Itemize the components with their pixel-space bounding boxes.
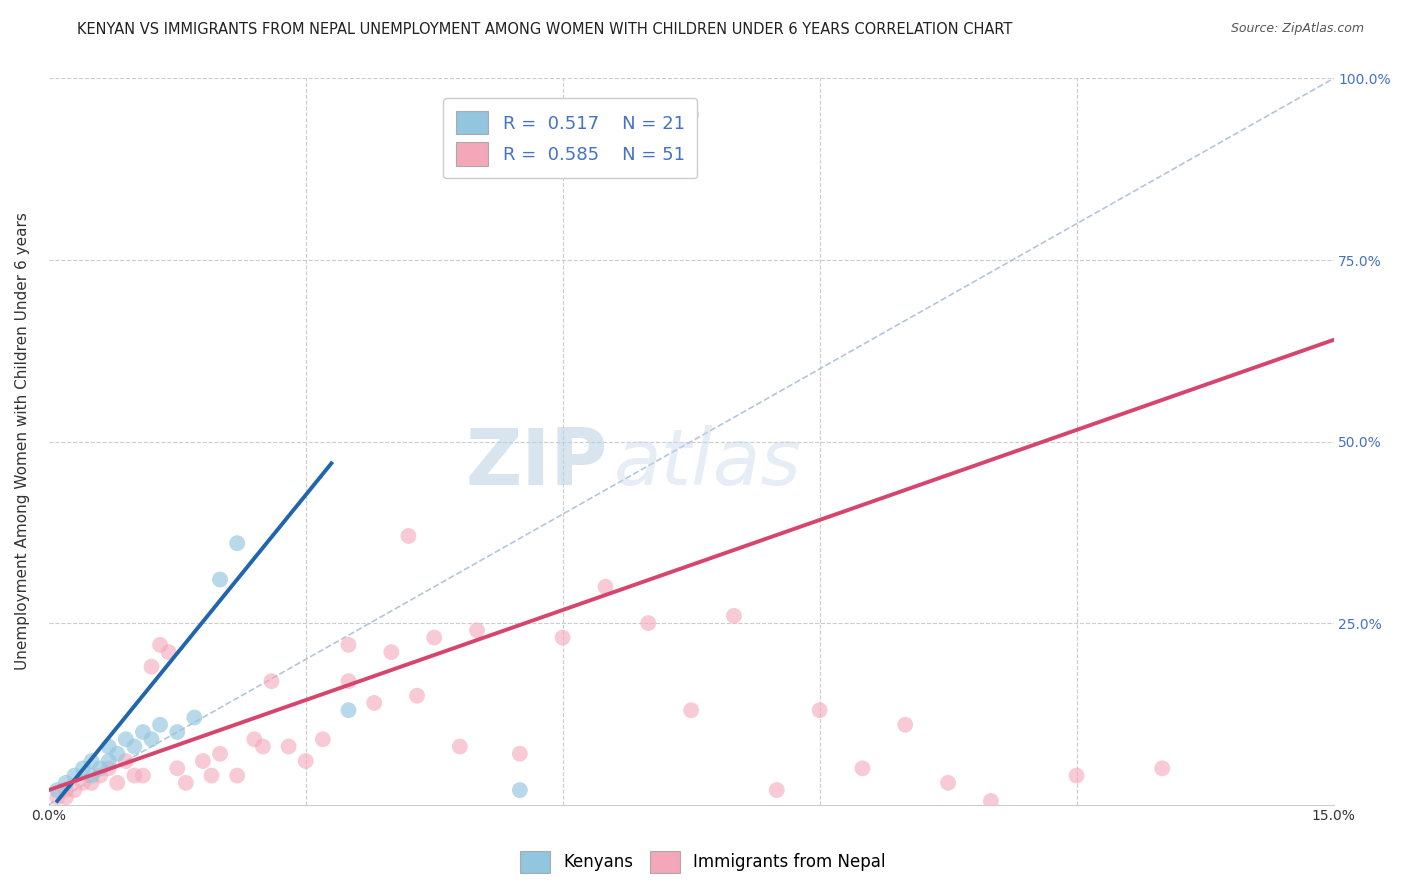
Point bbox=[89, 761, 111, 775]
Point bbox=[141, 732, 163, 747]
Point bbox=[312, 732, 335, 747]
Y-axis label: Unemployment Among Women with Children Under 6 years: Unemployment Among Women with Children U… bbox=[15, 212, 30, 671]
Point bbox=[723, 608, 745, 623]
Point bbox=[80, 754, 103, 768]
Point bbox=[63, 768, 86, 782]
Point bbox=[337, 638, 360, 652]
Point bbox=[406, 689, 429, 703]
Text: atlas: atlas bbox=[614, 425, 801, 501]
Legend: Kenyans, Immigrants from Nepal: Kenyans, Immigrants from Nepal bbox=[513, 845, 893, 880]
Point bbox=[209, 747, 232, 761]
Point bbox=[46, 783, 69, 797]
Point bbox=[449, 739, 471, 754]
Point bbox=[765, 783, 787, 797]
Point bbox=[132, 768, 155, 782]
Point bbox=[166, 725, 188, 739]
Point bbox=[637, 616, 659, 631]
Point bbox=[114, 754, 136, 768]
Point bbox=[80, 768, 103, 782]
Point bbox=[183, 710, 205, 724]
Point bbox=[97, 761, 120, 775]
Point bbox=[398, 529, 420, 543]
Point bbox=[89, 768, 111, 782]
Point bbox=[337, 674, 360, 689]
Point bbox=[46, 790, 69, 805]
Point bbox=[97, 754, 120, 768]
Point bbox=[423, 631, 446, 645]
Point bbox=[55, 790, 77, 805]
Point bbox=[200, 768, 222, 782]
Point bbox=[243, 732, 266, 747]
Point bbox=[166, 761, 188, 775]
Point bbox=[157, 645, 180, 659]
Point bbox=[141, 659, 163, 673]
Point bbox=[149, 717, 172, 731]
Point bbox=[936, 776, 959, 790]
Point bbox=[681, 108, 703, 122]
Point bbox=[509, 783, 531, 797]
Point bbox=[124, 739, 146, 754]
Point bbox=[380, 645, 402, 659]
Point bbox=[55, 776, 77, 790]
Point bbox=[851, 761, 873, 775]
Text: KENYAN VS IMMIGRANTS FROM NEPAL UNEMPLOYMENT AMONG WOMEN WITH CHILDREN UNDER 6 Y: KENYAN VS IMMIGRANTS FROM NEPAL UNEMPLOY… bbox=[77, 22, 1012, 37]
Point bbox=[72, 761, 94, 775]
Point bbox=[260, 674, 283, 689]
Point bbox=[97, 739, 120, 754]
Point bbox=[105, 747, 128, 761]
Point bbox=[55, 783, 77, 797]
Point bbox=[595, 580, 617, 594]
Point bbox=[509, 747, 531, 761]
Point bbox=[105, 776, 128, 790]
Point bbox=[252, 739, 274, 754]
Point bbox=[124, 768, 146, 782]
Point bbox=[1152, 761, 1174, 775]
Point bbox=[294, 754, 316, 768]
Point bbox=[209, 573, 232, 587]
Point bbox=[465, 624, 488, 638]
Point bbox=[337, 703, 360, 717]
Text: Source: ZipAtlas.com: Source: ZipAtlas.com bbox=[1230, 22, 1364, 36]
Text: ZIP: ZIP bbox=[465, 425, 607, 501]
Point bbox=[551, 631, 574, 645]
Point bbox=[114, 732, 136, 747]
Point bbox=[681, 703, 703, 717]
Point bbox=[226, 768, 249, 782]
Point bbox=[132, 725, 155, 739]
Point bbox=[174, 776, 197, 790]
Point bbox=[277, 739, 299, 754]
Point bbox=[226, 536, 249, 550]
Legend: R =  0.517    N = 21, R =  0.585    N = 51: R = 0.517 N = 21, R = 0.585 N = 51 bbox=[443, 98, 697, 178]
Point bbox=[894, 717, 917, 731]
Point bbox=[363, 696, 385, 710]
Point bbox=[63, 783, 86, 797]
Point bbox=[191, 754, 214, 768]
Point bbox=[72, 776, 94, 790]
Point bbox=[980, 794, 1002, 808]
Point bbox=[808, 703, 831, 717]
Point bbox=[149, 638, 172, 652]
Point bbox=[80, 776, 103, 790]
Point bbox=[1066, 768, 1088, 782]
